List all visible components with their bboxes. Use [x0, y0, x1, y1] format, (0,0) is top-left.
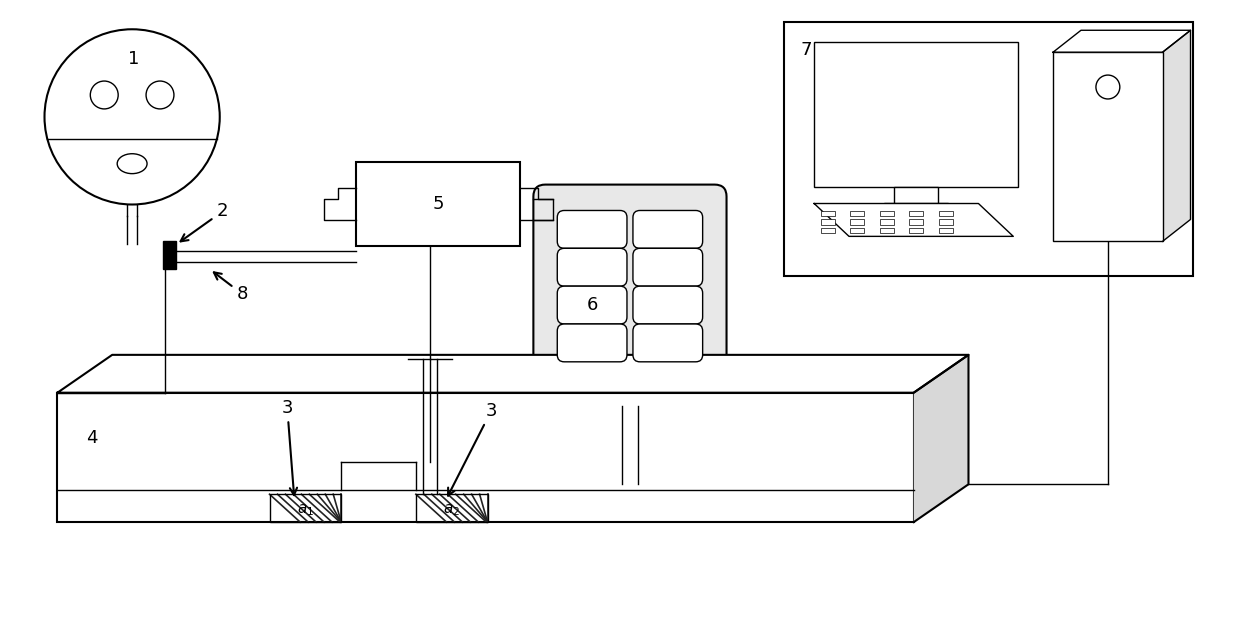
Text: 2: 2	[181, 203, 228, 242]
Text: 1: 1	[129, 50, 140, 68]
Bar	[894, 187, 939, 204]
Bar	[821, 211, 835, 217]
Circle shape	[1096, 75, 1120, 99]
Bar	[821, 228, 835, 233]
Bar	[939, 211, 952, 217]
Bar	[851, 211, 864, 217]
Circle shape	[146, 81, 174, 109]
Bar	[269, 494, 341, 522]
Polygon shape	[914, 355, 968, 522]
Bar	[851, 228, 864, 233]
Bar	[415, 494, 487, 522]
Bar	[821, 219, 835, 225]
Ellipse shape	[118, 154, 148, 174]
Text: 7: 7	[801, 41, 812, 59]
Text: 3: 3	[448, 401, 497, 495]
Bar	[909, 228, 924, 233]
Bar	[880, 228, 894, 233]
FancyBboxPatch shape	[632, 324, 703, 362]
Text: 3: 3	[281, 399, 298, 495]
FancyBboxPatch shape	[533, 185, 727, 417]
Bar	[784, 22, 1193, 276]
Bar	[1053, 52, 1163, 242]
Bar	[57, 393, 914, 522]
FancyBboxPatch shape	[632, 286, 703, 324]
Bar	[884, 203, 949, 210]
Bar	[939, 228, 952, 233]
Bar	[939, 219, 952, 225]
Text: 6: 6	[587, 296, 598, 314]
Bar	[909, 211, 924, 217]
FancyBboxPatch shape	[557, 248, 627, 286]
Polygon shape	[815, 203, 1013, 237]
FancyBboxPatch shape	[632, 248, 703, 286]
Text: 4: 4	[87, 429, 98, 447]
FancyBboxPatch shape	[557, 286, 627, 324]
Text: $a_2$: $a_2$	[443, 503, 460, 518]
Bar	[880, 219, 894, 225]
Bar	[851, 219, 864, 225]
Text: 8: 8	[213, 272, 248, 303]
Bar	[356, 162, 521, 246]
Polygon shape	[1163, 30, 1190, 242]
Bar	[909, 219, 924, 225]
Circle shape	[45, 29, 219, 204]
Polygon shape	[1053, 30, 1190, 52]
Circle shape	[91, 81, 118, 109]
Polygon shape	[57, 355, 968, 393]
Bar	[815, 42, 1018, 187]
FancyBboxPatch shape	[557, 324, 627, 362]
Bar	[164, 242, 176, 269]
Text: 5: 5	[433, 195, 444, 213]
Text: $a_1$: $a_1$	[296, 503, 314, 518]
FancyBboxPatch shape	[557, 210, 627, 248]
FancyBboxPatch shape	[632, 210, 703, 248]
Bar	[880, 211, 894, 217]
